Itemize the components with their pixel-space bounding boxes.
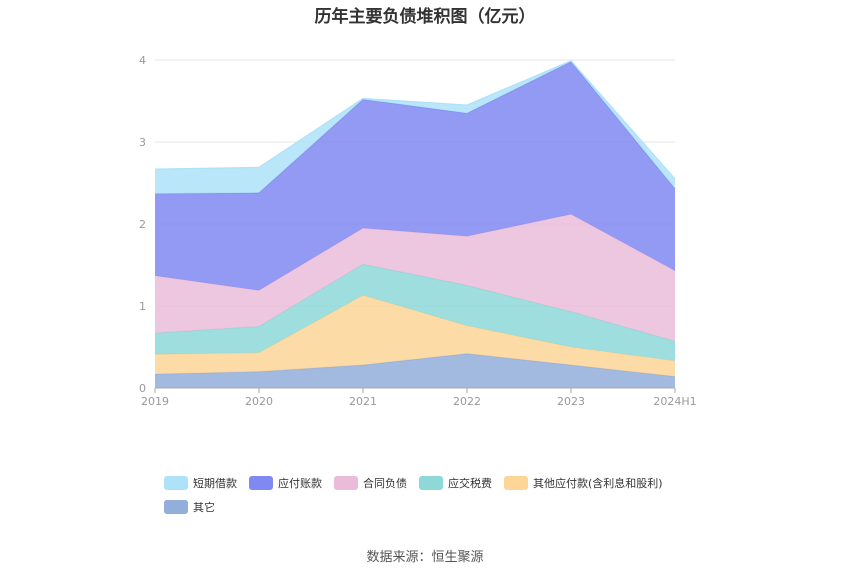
area-合同负债: [155, 214, 675, 342]
legend-label: 合同负债: [363, 476, 407, 490]
area-line-合同负债: [154, 213, 676, 292]
legend-label: 其它: [193, 500, 215, 514]
legend-item[interactable]: 其它: [164, 498, 215, 515]
legend-swatch: [249, 475, 273, 490]
legend-swatch: [419, 475, 443, 490]
legend-label: 应付账款: [278, 476, 322, 490]
y-tick-label: 3: [139, 136, 146, 149]
legend-swatch: [164, 499, 188, 514]
legend-item[interactable]: 应交税费: [419, 474, 492, 491]
legend-label: 应交税费: [448, 476, 492, 490]
area-短期借款: [155, 60, 675, 194]
legend-item[interactable]: 其他应付款(含利息和股利): [504, 474, 663, 491]
series-areas: [154, 60, 676, 388]
legend: 短期借款 应付账款 合同负债 应交税费 其他应付款(含利息和股利) 其它: [164, 474, 724, 515]
x-tick-label: 2021: [349, 395, 377, 408]
area-应交税费: [155, 264, 675, 361]
source-note: 数据来源：恒生聚源: [366, 550, 484, 565]
x-axis: 2019 2020 2021 2022 2023 2024H1: [141, 387, 697, 408]
legend-swatch: [164, 475, 188, 490]
legend-label: 短期借款: [193, 476, 237, 490]
legend-label: 其他应付款(含利息和股利): [533, 476, 663, 490]
y-tick-label: 0: [139, 382, 146, 395]
x-tick-label: 2023: [557, 395, 585, 408]
legend-item[interactable]: 合同负债: [334, 474, 407, 491]
x-tick-label: 2022: [453, 395, 481, 408]
y-tick-label: 2: [139, 218, 146, 231]
x-tick-label: 2020: [245, 395, 273, 408]
chart-title: 历年主要负债堆积图（亿元）: [314, 7, 536, 27]
y-axis-ticks: 0 1 2 3 4: [139, 54, 146, 395]
area-其他应付款(含利息和股利): [155, 295, 675, 377]
legend-item[interactable]: 短期借款: [164, 474, 237, 491]
y-tick-label: 1: [139, 300, 146, 313]
area-应付账款: [155, 61, 675, 291]
area-line-短期借款: [154, 60, 676, 180]
x-tick-label: 2024H1: [653, 395, 696, 408]
legend-swatch: [334, 475, 358, 490]
x-tick-label: 2019: [141, 395, 169, 408]
y-tick-label: 4: [139, 54, 146, 67]
legend-swatch: [504, 475, 528, 490]
legend-item[interactable]: 应付账款: [249, 474, 322, 491]
